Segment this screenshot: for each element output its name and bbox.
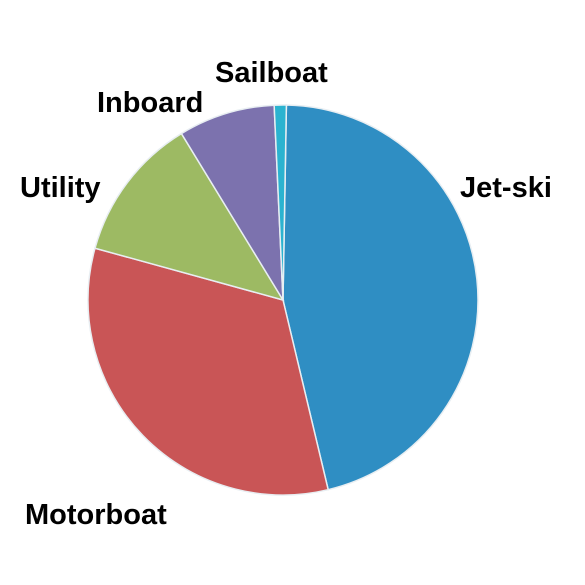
pie-slice-jet-ski bbox=[282, 104, 479, 491]
pie-slice-inboard bbox=[180, 104, 284, 301]
pie-labels: Jet-ski Motorboat Utility Inboard Sailboat bbox=[20, 57, 552, 531]
pie-label-utility: Utility bbox=[20, 172, 101, 204]
pie-label-motorboat: Motorboat bbox=[25, 499, 167, 531]
pie-label-sailboat: Sailboat bbox=[215, 57, 328, 89]
pie-label-inboard: Inboard bbox=[97, 87, 203, 119]
pie-slice-motorboat bbox=[87, 247, 330, 496]
pie-label-jet-ski: Jet-ski bbox=[460, 172, 552, 204]
pie-slices bbox=[87, 104, 479, 496]
pie-slice-sailboat bbox=[273, 104, 288, 301]
pie-slice-utility bbox=[94, 132, 285, 302]
